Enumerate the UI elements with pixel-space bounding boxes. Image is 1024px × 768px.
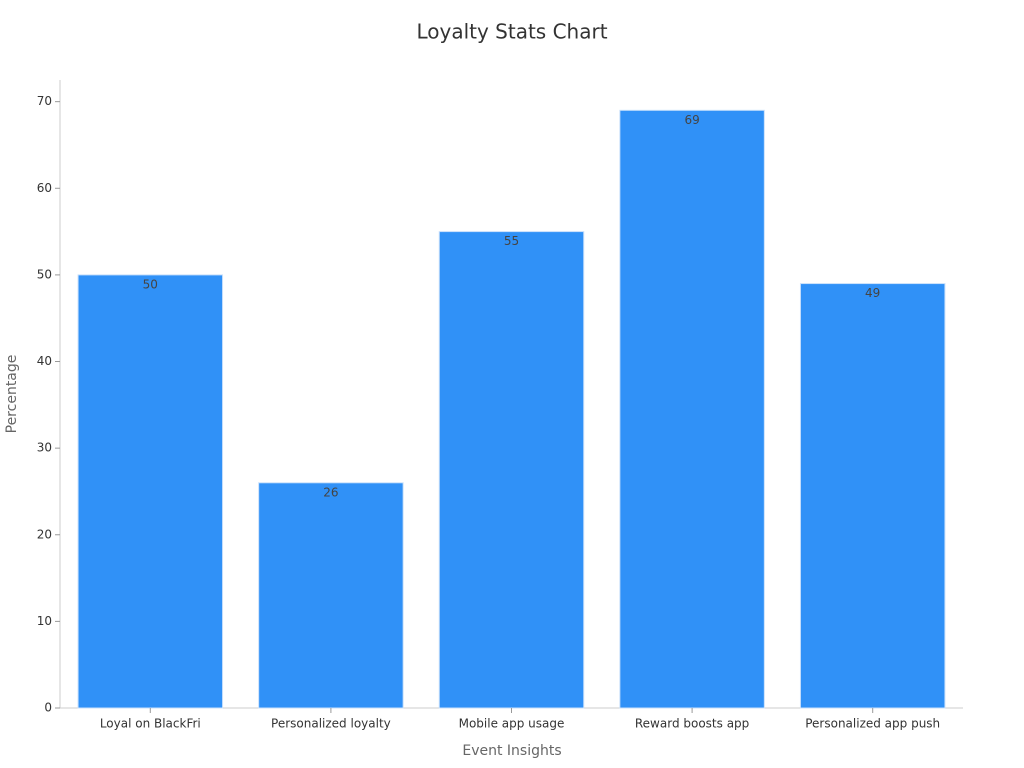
bar	[77, 274, 224, 709]
y-tick-label: 60	[37, 181, 52, 195]
data-label: 49	[865, 286, 880, 300]
x-tick-label: Loyal on BlackFri	[100, 717, 201, 731]
y-tick-label: 10	[37, 614, 52, 628]
y-tick-label: 70	[37, 94, 52, 108]
bar	[438, 231, 585, 709]
x-tick-label: Personalized app push	[805, 717, 940, 731]
y-tick-label: 20	[37, 527, 52, 541]
bar	[619, 109, 765, 709]
x-tick-label: Mobile app usage	[459, 717, 565, 731]
y-tick-label: 0	[44, 701, 52, 715]
y-tick-label: 40	[37, 354, 52, 368]
chart-title: Loyalty Stats Chart	[416, 20, 607, 44]
bar	[799, 283, 946, 709]
data-label: 26	[323, 485, 338, 499]
y-tick-label: 50	[37, 267, 52, 281]
bar	[258, 482, 404, 709]
y-tick-label: 30	[37, 441, 52, 455]
x-axis-title: Event Insights	[462, 743, 561, 759]
y-axis-title: Percentage	[4, 355, 20, 434]
data-label: 69	[684, 113, 699, 127]
data-label: 50	[143, 277, 158, 291]
data-label: 55	[504, 234, 519, 248]
x-tick-label: Personalized loyalty	[271, 717, 391, 731]
x-tick-label: Reward boosts app	[635, 717, 749, 731]
